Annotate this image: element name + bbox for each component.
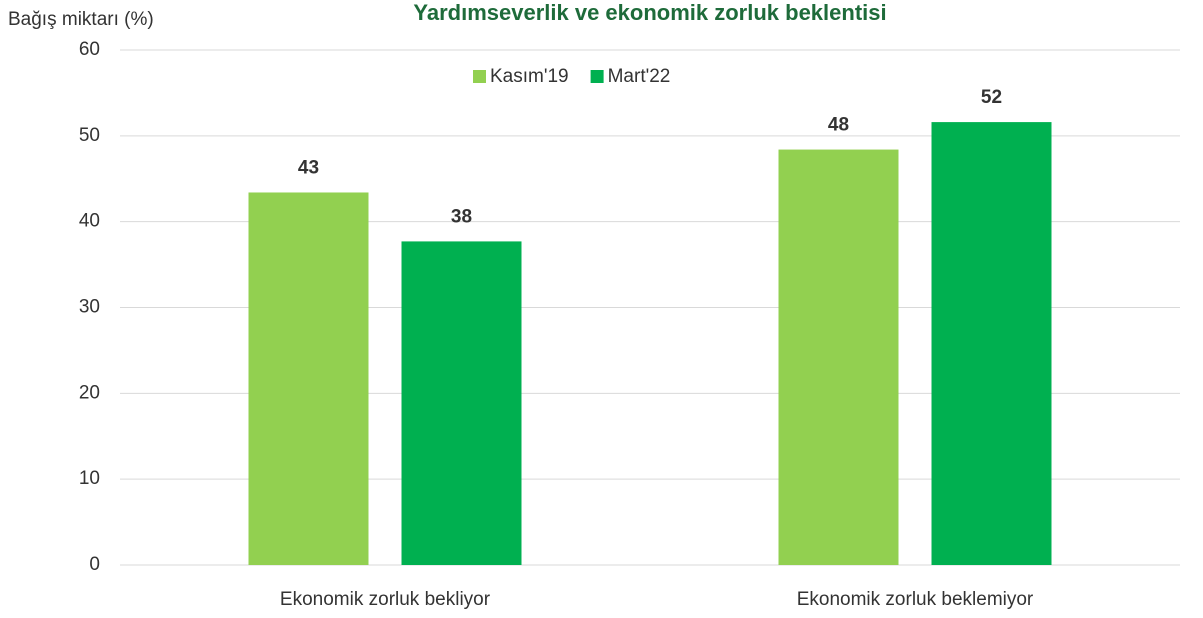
- y-axis-label: Bağış miktarı (%): [8, 9, 154, 30]
- legend-label: Kasım'19: [490, 66, 569, 87]
- bar: [248, 192, 369, 565]
- y-tick-label: 0: [89, 554, 100, 575]
- legend-label: Mart'22: [608, 66, 671, 87]
- bar: [931, 122, 1052, 565]
- bar: [401, 241, 522, 566]
- y-tick-label: 40: [79, 211, 100, 232]
- value-label: 38: [451, 206, 472, 227]
- chart-title: Yardımseverlik ve ekonomik zorluk beklen…: [413, 0, 886, 25]
- legend-swatch: [473, 70, 486, 83]
- legend-swatch: [590, 70, 604, 83]
- y-tick-label: 60: [79, 39, 100, 60]
- y-tick-label: 30: [79, 297, 100, 318]
- value-label: 43: [298, 157, 319, 178]
- y-tick-label: 10: [79, 468, 100, 489]
- value-label: 48: [828, 115, 849, 136]
- x-tick-label: Ekonomik zorluk beklemiyor: [797, 589, 1034, 610]
- value-label: 52: [981, 87, 1002, 108]
- x-tick-label: Ekonomik zorluk bekliyor: [280, 589, 491, 610]
- bar: [778, 149, 899, 566]
- y-tick-label: 20: [79, 382, 100, 403]
- y-tick-label: 50: [79, 125, 100, 146]
